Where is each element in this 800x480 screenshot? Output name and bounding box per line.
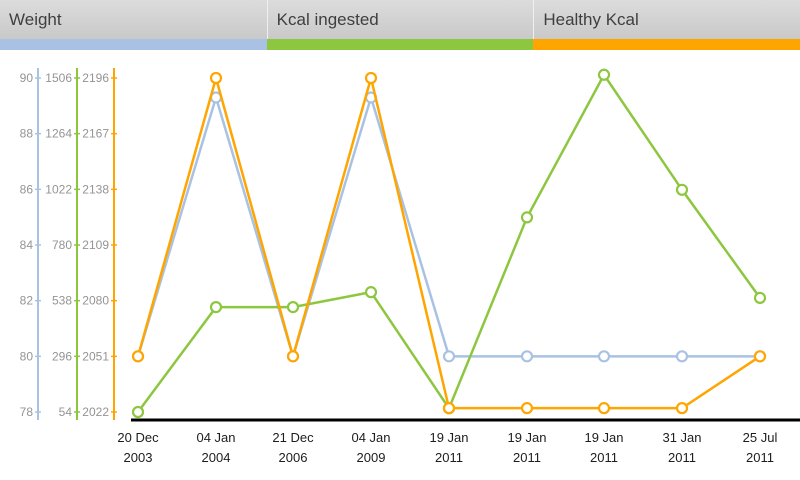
- chart-point[interactable]: [675, 402, 689, 415]
- tab-healthy-kcal-underline: [533, 39, 800, 50]
- x-label-date: 20 Dec: [117, 430, 159, 445]
- y-tick-label: 2022: [82, 405, 109, 419]
- chart-point[interactable]: [597, 402, 611, 415]
- chart-point[interactable]: [520, 211, 534, 224]
- chart-point[interactable]: [753, 350, 767, 363]
- y-tick-label: 54: [59, 405, 73, 419]
- x-label-year: 2011: [435, 450, 463, 465]
- tab-healthy-kcal-label: Healthy Kcal: [543, 9, 639, 29]
- x-label-date: 19 Jan: [584, 430, 623, 445]
- y-tick-label: 780: [52, 238, 72, 252]
- x-label-year: 2009: [357, 450, 386, 465]
- chart-point[interactable]: [209, 301, 223, 314]
- tab-kcal-ingested[interactable]: Kcal ingested: [266, 0, 534, 50]
- y-tick-label: 1264: [45, 127, 72, 141]
- y-tick-label: 78: [20, 405, 34, 419]
- y-tick-label: 2167: [82, 127, 109, 141]
- y-tick-label: 2109: [82, 238, 109, 252]
- chart-point[interactable]: [364, 71, 378, 85]
- x-label-date: 31 Jan: [662, 430, 701, 445]
- chart-point[interactable]: [675, 350, 689, 363]
- chart-point[interactable]: [597, 350, 611, 363]
- y-tick-label: 538: [52, 294, 72, 308]
- y-tick-label: 2196: [82, 71, 109, 85]
- x-label-year: 2003: [124, 450, 153, 465]
- tab-kcal-ingested-underline: [266, 39, 534, 50]
- x-label-date: 21 Dec: [272, 430, 314, 445]
- tab-kcal-ingested-label: Kcal ingested: [276, 9, 379, 29]
- x-label-date: 19 Jan: [429, 430, 468, 445]
- tab-weight-underline: [0, 39, 267, 50]
- chart-point[interactable]: [597, 68, 611, 81]
- chart-point[interactable]: [675, 183, 689, 196]
- y-tick-label: 86: [20, 182, 34, 196]
- x-label-year: 2004: [202, 450, 231, 465]
- x-label-date: 04 Jan: [196, 430, 235, 445]
- chart-point[interactable]: [520, 402, 534, 415]
- y-tick-label: 90: [20, 71, 34, 85]
- chart-point[interactable]: [364, 286, 378, 299]
- chart-point[interactable]: [442, 402, 456, 415]
- chart-point[interactable]: [442, 350, 456, 363]
- tab-healthy-kcal-header[interactable]: Healthy Kcal: [533, 0, 800, 39]
- x-label-date: 04 Jan: [351, 430, 390, 445]
- y-tick-label: 88: [20, 127, 34, 141]
- y-tick-label: 80: [20, 349, 34, 363]
- tab-weight-label: Weight: [9, 9, 62, 29]
- y-tick-label: 1506: [45, 71, 72, 85]
- chart-point[interactable]: [286, 350, 300, 363]
- x-label-year: 2011: [746, 450, 774, 465]
- x-label-date: 19 Jan: [507, 430, 546, 445]
- chart-point[interactable]: [520, 350, 534, 363]
- tab-kcal-ingested-header[interactable]: Kcal ingested: [266, 0, 534, 39]
- y-tick-label: 82: [20, 294, 34, 308]
- line-chart: 90 88 86 84 82 80 78 1506 1264 1022 780 538 296 54 219…: [0, 50, 800, 480]
- x-label-year: 2011: [668, 450, 696, 465]
- y-tick-label: 2051: [82, 349, 109, 363]
- tab-weight-header[interactable]: Weight: [0, 0, 267, 39]
- chart-point[interactable]: [131, 350, 145, 363]
- chart-point[interactable]: [131, 405, 145, 419]
- tab-weight[interactable]: Weight: [0, 0, 267, 50]
- x-label-date: 25 Jul: [743, 430, 778, 445]
- y-tick-label: 296: [52, 349, 72, 363]
- chart-point[interactable]: [209, 71, 223, 85]
- tab-bar: Weight Kcal ingested Healthy Kcal: [0, 0, 800, 50]
- chart-point[interactable]: [753, 291, 767, 305]
- y-tick-label: 84: [20, 238, 34, 252]
- y-tick-label: 1022: [45, 182, 72, 196]
- y-tick-label: 2138: [82, 182, 109, 196]
- y-tick-label: 2080: [82, 294, 109, 308]
- tab-healthy-kcal[interactable]: Healthy Kcal: [533, 0, 800, 50]
- x-label-year: 2006: [279, 450, 308, 465]
- x-label-year: 2011: [590, 450, 618, 465]
- chart-point[interactable]: [286, 301, 300, 314]
- x-label-year: 2011: [513, 450, 541, 465]
